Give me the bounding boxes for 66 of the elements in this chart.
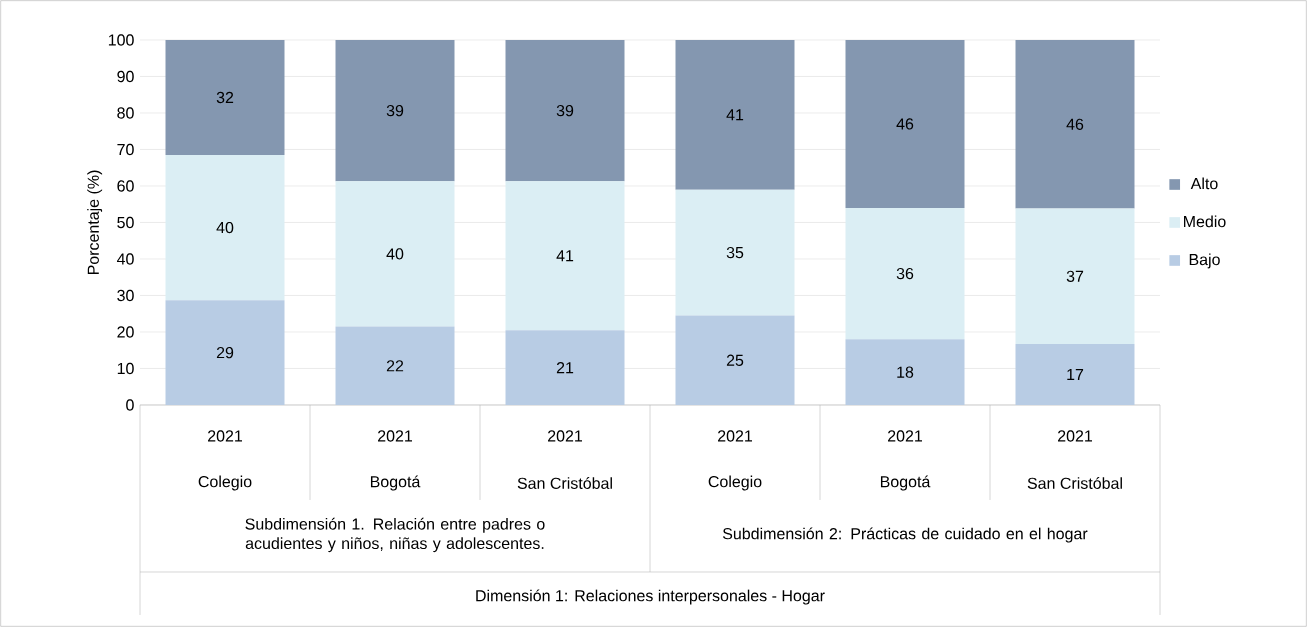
x-tick-label: 2021 [1058,430,1093,442]
bar [675,39,795,190]
text: Bogotá [880,475,931,491]
data-label: 35 [726,246,744,259]
bar [335,39,455,182]
data-label: 46 [1066,118,1084,130]
y-tick-label: 40 [116,253,134,265]
y-axis-title: Porcentaje (%) [87,170,103,275]
data-label: 46 [896,118,914,130]
bar [675,189,795,316]
legend-label: Medio [1184,215,1226,228]
bar [165,300,285,405]
bar [845,39,965,208]
y-tick-label: 20 [117,326,134,338]
x-tick-label: 2021 [718,430,753,442]
text: Colegio [198,475,252,491]
text: Subdimensión 2: Prácticas de cuidado en el hogar [722,527,1088,543]
x-tick-label: 2021 [548,430,583,442]
data-label: 21 [556,361,574,374]
y-tick-label: 0 [126,399,134,411]
data-label: 40 [386,248,404,260]
bar [335,181,455,327]
data-label: 39 [386,104,404,117]
bar [845,339,965,405]
bar [1015,208,1135,345]
y-tick-label: 90 [117,70,134,83]
bar [505,181,625,331]
data-label: 29 [216,346,234,359]
data-label: 25 [726,354,744,366]
data-label: 39 [556,104,574,117]
bar [1015,344,1135,405]
bar [505,330,625,405]
bar [335,326,455,405]
text: San Cristóbal [517,477,612,489]
x-tick-label: 2021 [378,430,413,442]
bar [165,39,285,155]
y-tick-label: 100 [108,34,134,46]
y-tick-label: 80 [117,107,134,119]
data-label: 36 [896,267,914,280]
x-tick-label: 2021 [208,430,243,442]
y-tick-label: 70 [117,143,134,156]
data-label: 22 [386,360,404,372]
text: Dimensión 1: Relaciones interpersonales - Hogar [476,589,825,605]
bar [505,39,625,182]
x-tick-label: 2021 [888,430,923,442]
text: Colegio [708,475,762,491]
data-label: 41 [556,250,574,262]
y-tick-label: 50 [117,216,134,229]
data-label: 41 [726,109,744,121]
legend-label: Bajo [1189,253,1220,269]
bar [165,154,285,301]
data-label: 32 [216,91,234,104]
data-label: 18 [897,366,914,378]
bar [675,315,795,405]
bar [845,207,965,340]
y-tick-label: 60 [117,180,134,192]
data-label: 40 [216,221,234,234]
data-label: 37 [1066,270,1084,282]
y-tick-label: 30 [117,289,134,302]
bar [1015,39,1135,209]
y-tick-label: 10 [117,362,134,375]
text: Bogotá [370,475,421,491]
data-label: 17 [1067,369,1084,381]
legend-label: Alto [1190,177,1218,190]
text: San Cristóbal [1027,477,1122,489]
text: Subdimensión 1. Relación entre padres o acudientes y niños, niñas y adolescentes. [245,517,545,553]
